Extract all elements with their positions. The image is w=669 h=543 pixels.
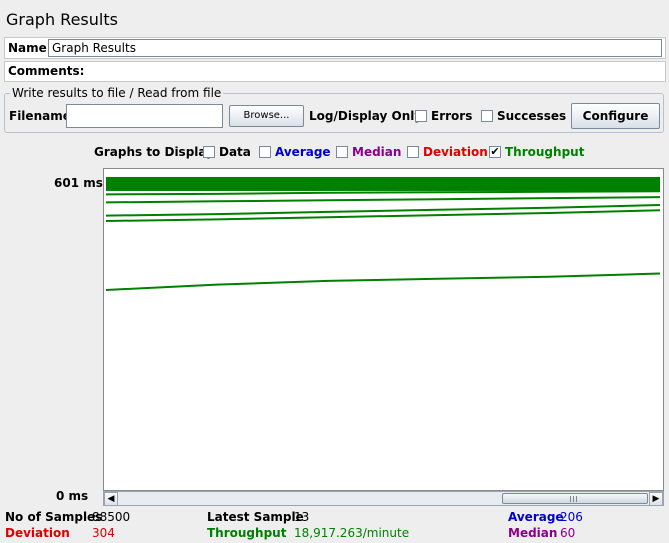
samples-value: 88500 bbox=[92, 510, 131, 524]
scroll-right-icon[interactable]: ▶ bbox=[649, 492, 663, 506]
throughput-line-6 bbox=[105, 272, 661, 291]
average-value: 206 bbox=[560, 510, 583, 524]
data-checkbox[interactable] bbox=[203, 146, 215, 158]
median-label: Median bbox=[508, 526, 558, 540]
throughput-line-1 bbox=[105, 185, 661, 191]
deviation-value: 304 bbox=[92, 526, 115, 540]
horizontal-scrollbar[interactable]: ◀ ▶ bbox=[103, 491, 664, 506]
y-min-label: 0 ms bbox=[56, 489, 89, 503]
throughput-line-0 bbox=[105, 177, 661, 183]
throughput-line-3 bbox=[105, 196, 661, 204]
comments-label: Comments: bbox=[8, 64, 85, 78]
deviation-option-label: Deviation bbox=[423, 145, 488, 159]
log-display-label: Log/Display Only: bbox=[309, 109, 427, 123]
data-option-label: Data bbox=[219, 145, 251, 159]
median-value: 60 bbox=[560, 526, 576, 540]
throughput-chart bbox=[105, 176, 661, 291]
page-title: Graph Results bbox=[6, 10, 118, 29]
name-row: Name: Graph Results bbox=[4, 37, 666, 59]
average-label: Average bbox=[508, 510, 564, 524]
errors-label: Errors bbox=[431, 109, 473, 123]
throughput-line-2 bbox=[105, 190, 661, 196]
average-option-label: Average bbox=[275, 145, 331, 159]
throughput-label: Throughput bbox=[207, 526, 287, 540]
comments-input[interactable] bbox=[75, 62, 663, 80]
name-label: Name: bbox=[8, 41, 52, 55]
file-panel-legend: Write results to file / Read from file bbox=[10, 86, 224, 100]
scroll-left-icon[interactable]: ◀ bbox=[104, 492, 118, 506]
comments-row: Comments: bbox=[4, 61, 666, 82]
latest-sample-label: Latest Sample bbox=[207, 510, 304, 524]
configure-button[interactable]: Configure bbox=[571, 103, 660, 129]
scroll-thumb[interactable] bbox=[502, 493, 648, 504]
successes-checkbox[interactable] bbox=[481, 110, 493, 122]
successes-label: Successes bbox=[497, 109, 567, 123]
median-checkbox[interactable] bbox=[336, 146, 348, 158]
browse-button[interactable]: Browse... bbox=[229, 105, 304, 127]
throughput-line-4 bbox=[105, 204, 661, 217]
median-option-label: Median bbox=[352, 145, 402, 159]
graph-panel bbox=[103, 168, 664, 491]
throughput-checkbox[interactable]: ✔ bbox=[489, 145, 501, 158]
file-panel bbox=[4, 93, 664, 133]
samples-label: No of Samples bbox=[5, 510, 103, 524]
filename-input[interactable] bbox=[66, 104, 223, 128]
errors-checkbox[interactable] bbox=[415, 110, 427, 122]
graphs-to-display-label: Graphs to Display bbox=[94, 145, 214, 159]
throughput-option-label: Throughput bbox=[505, 145, 585, 159]
deviation-checkbox[interactable] bbox=[407, 146, 419, 158]
filename-label: Filename bbox=[9, 109, 71, 123]
throughput-line-5 bbox=[105, 209, 661, 222]
name-input[interactable]: Graph Results bbox=[48, 39, 662, 57]
y-max-label: 601 ms bbox=[54, 176, 103, 190]
latest-sample-value: 13 bbox=[294, 510, 310, 524]
throughput-value: 18,917.263/minute bbox=[294, 526, 410, 540]
deviation-label: Deviation bbox=[5, 526, 70, 540]
average-checkbox[interactable] bbox=[259, 146, 271, 158]
